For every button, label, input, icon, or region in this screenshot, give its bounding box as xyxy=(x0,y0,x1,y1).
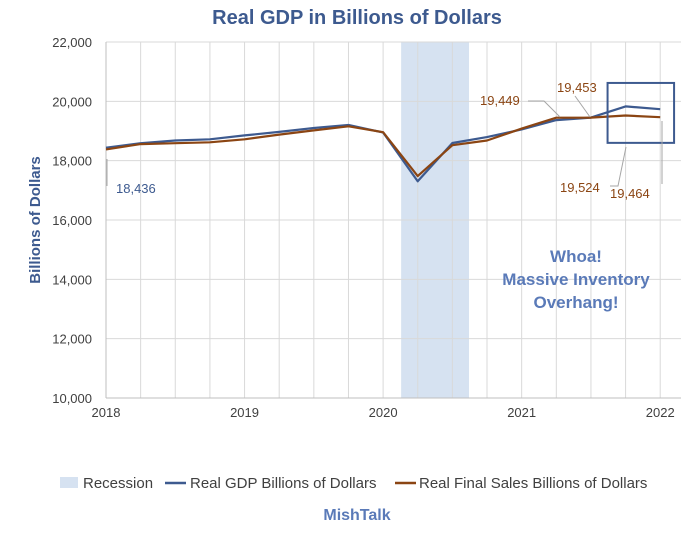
y-axis-ticks: 10,000 12,000 14,000 16,000 18,000 20,000 22,0… xyxy=(52,35,92,406)
y-axis-title: Billions of Dollars xyxy=(27,156,44,284)
label-leader xyxy=(610,146,627,187)
x-axis-ticks: 2018 2019 2020 2021 2022 xyxy=(92,405,675,420)
x-tick-label: 2020 xyxy=(369,405,398,420)
data-label: 19,449 xyxy=(480,93,520,108)
data-label: 18,436 xyxy=(116,181,156,196)
data-label: 19,524 xyxy=(560,180,600,195)
source-label: MishTalk xyxy=(323,507,390,524)
x-tick-label: 2018 xyxy=(92,405,121,420)
legend-label-real-gdp: Real GDP Billions of Dollars xyxy=(190,475,376,492)
annotation-line: Whoa! xyxy=(550,247,602,266)
annotation-line: Overhang! xyxy=(533,293,618,312)
annotation-line: Massive Inventory xyxy=(502,270,650,289)
y-tick-label: 10,000 xyxy=(52,391,92,406)
data-label: 19,453 xyxy=(557,80,597,95)
label-leader xyxy=(528,100,561,118)
highlight-box xyxy=(606,81,676,144)
legend-label-real-final-sales: Real Final Sales Billions of Dollars xyxy=(419,475,647,492)
y-tick-label: 22,000 xyxy=(52,35,92,50)
x-tick-label: 2022 xyxy=(646,405,675,420)
data-label: 19,464 xyxy=(610,186,650,201)
y-tick-label: 12,000 xyxy=(52,332,92,347)
legend-label-recession: Recession xyxy=(83,475,153,492)
y-tick-label: 14,000 xyxy=(52,272,92,287)
series-lines xyxy=(105,105,661,183)
chart-title: Real GDP in Billions of Dollars xyxy=(212,7,502,29)
series-line-real-final-sales xyxy=(105,114,661,178)
legend: Recession Real GDP Billions of Dollars Rea… xyxy=(60,475,647,492)
legend-swatch-recession xyxy=(60,477,78,488)
annotation-note: Whoa! Massive Inventory Overhang! xyxy=(502,247,650,312)
data-labels: 18,436 19,449 19,453 19,524 19,464 xyxy=(106,80,663,201)
x-tick-label: 2019 xyxy=(230,405,259,420)
plot-border xyxy=(105,42,681,399)
y-tick-label: 20,000 xyxy=(52,94,92,109)
x-tick-label: 2021 xyxy=(507,405,536,420)
inventory-box xyxy=(606,81,676,144)
label-leader xyxy=(574,95,591,118)
y-tick-label: 16,000 xyxy=(52,213,92,228)
y-tick-label: 18,000 xyxy=(52,154,92,169)
gridlines xyxy=(106,41,681,399)
